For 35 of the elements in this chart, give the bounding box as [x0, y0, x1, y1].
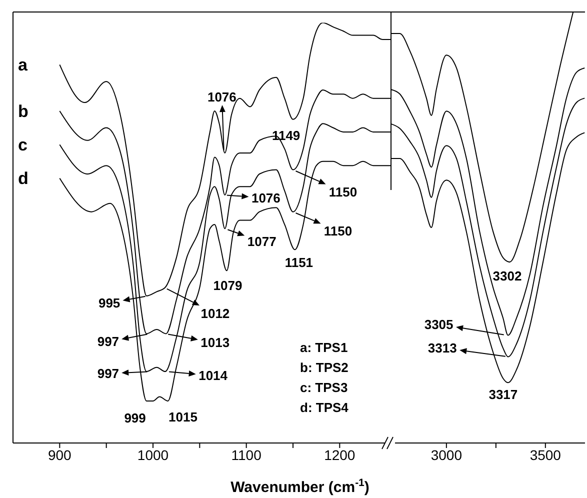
series-label: a [18, 56, 28, 75]
annotation: c: TPS3 [300, 380, 348, 395]
annotation: 1015 [168, 409, 198, 424]
series-label: d [18, 169, 28, 188]
annotation: a: TPS1 [300, 340, 348, 355]
x-tick-label: 3500 [530, 446, 562, 463]
annotation: 997 [97, 334, 120, 350]
x-tick-label: 1100 [231, 446, 262, 463]
annotation: 1013 [200, 335, 230, 350]
annotation: 1076 [251, 190, 280, 206]
annotation: 1077 [247, 234, 276, 250]
annotation: 3302 [492, 268, 522, 284]
x-axis-title: Wavenumber (cm$^{-1}$) [230, 477, 370, 496]
x-tick-label: 900 [48, 446, 72, 463]
annotation: 3313 [428, 340, 457, 356]
x-tick-label: 3000 [430, 446, 462, 463]
annotation: 1149 [272, 128, 300, 143]
annotation: 1076 [207, 89, 236, 104]
annotation: 995 [98, 295, 120, 310]
series-label: c [18, 136, 28, 155]
annotation: 1012 [200, 306, 230, 321]
annotation: b: TPS2 [300, 360, 348, 375]
series-label: b [18, 102, 28, 121]
x-tick-label: 1200 [324, 446, 356, 463]
annotation: d: TPS4 [300, 400, 350, 415]
annotation: 999 [124, 410, 146, 426]
annotation: 1150 [328, 184, 358, 200]
annotation: 1079 [213, 278, 242, 294]
annotation: 1150 [324, 223, 352, 238]
annotation: 1151 [284, 255, 314, 270]
annotation: 3317 [488, 387, 518, 402]
annotation: 3305 [424, 316, 454, 332]
x-tick-label: 1000 [137, 446, 169, 463]
annotation: 1014 [198, 368, 228, 384]
annotation: 997 [97, 366, 120, 382]
